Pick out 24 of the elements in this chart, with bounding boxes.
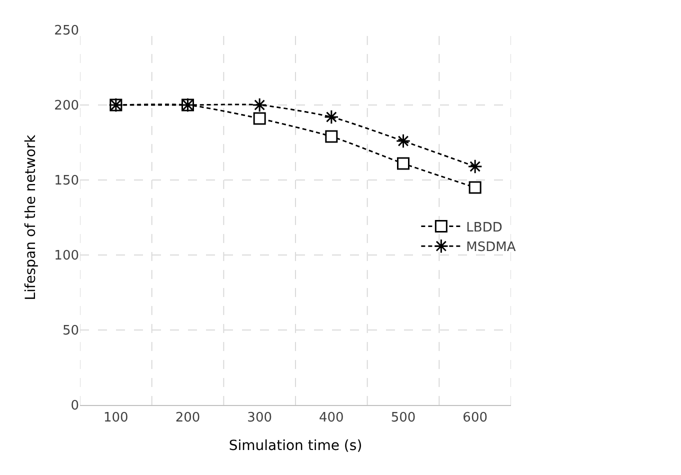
y-tick-label: 100 xyxy=(54,248,79,264)
point xyxy=(468,159,482,174)
point xyxy=(253,112,266,125)
point xyxy=(252,98,267,112)
point xyxy=(396,134,411,148)
x-tick-label: 400 xyxy=(319,410,344,426)
point xyxy=(397,157,410,170)
x-tick-label: 500 xyxy=(390,410,416,426)
y-axis-title: Lifespan of the network xyxy=(22,134,39,300)
x-tick-label: 100 xyxy=(104,410,128,426)
x-tick-label: 200 xyxy=(175,410,200,426)
y-tick-label: 0 xyxy=(70,398,79,414)
x-axis-title: Simulation time (s) xyxy=(228,438,362,454)
point xyxy=(468,181,482,194)
point xyxy=(325,130,338,143)
point xyxy=(324,110,339,124)
legend-label: LBDD xyxy=(466,220,502,236)
y-tick-label: 150 xyxy=(54,174,79,189)
y-tick-label: 50 xyxy=(62,324,79,339)
y-tick-label: 250 xyxy=(54,24,79,39)
y-tick-label: 200 xyxy=(54,98,79,114)
x-tick-label: 600 xyxy=(462,410,488,426)
legend-label: MSDMA xyxy=(466,240,516,256)
x-tick-label: 300 xyxy=(247,410,272,426)
